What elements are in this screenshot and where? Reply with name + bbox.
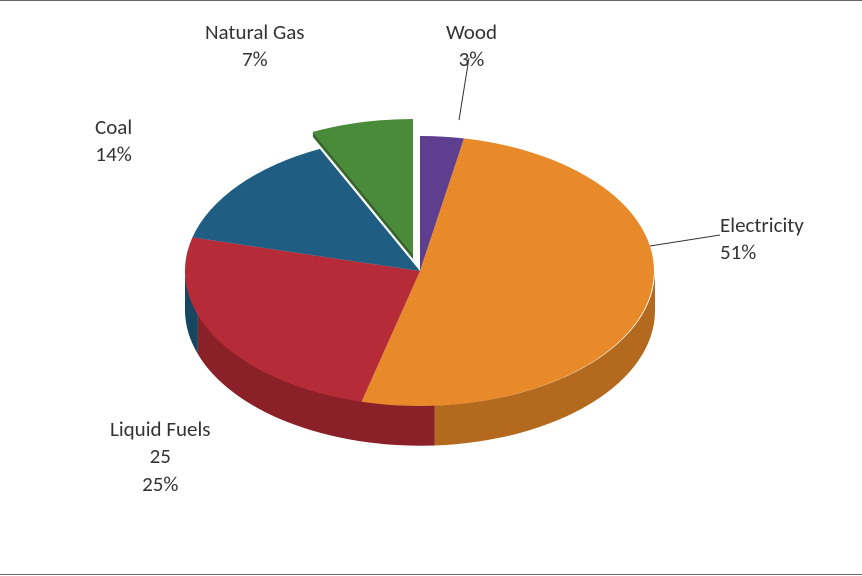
label-liquid-fuels-extra: 25 bbox=[110, 443, 210, 470]
pie-chart-container: Electricity 51% Liquid Fuels 25 25% Coal… bbox=[0, 1, 862, 574]
label-liquid-fuels-pct: 25% bbox=[110, 471, 210, 498]
label-liquid-fuels: Liquid Fuels 25 25% bbox=[110, 416, 210, 498]
label-wood-name: Wood bbox=[446, 19, 497, 46]
label-natural-gas-name: Natural Gas bbox=[205, 19, 305, 46]
label-electricity: Electricity 51% bbox=[720, 212, 804, 267]
label-coal-pct: 14% bbox=[95, 141, 132, 168]
label-electricity-pct: 51% bbox=[720, 239, 804, 266]
leader-electricity bbox=[650, 235, 720, 246]
label-electricity-name: Electricity bbox=[720, 212, 804, 239]
label-natural-gas-pct: 7% bbox=[205, 46, 305, 73]
label-wood: Wood 3% bbox=[446, 19, 497, 74]
label-coal-name: Coal bbox=[95, 114, 132, 141]
label-liquid-fuels-name: Liquid Fuels bbox=[110, 416, 210, 443]
label-wood-pct: 3% bbox=[446, 46, 497, 73]
label-coal: Coal 14% bbox=[95, 114, 132, 169]
label-natural-gas: Natural Gas 7% bbox=[205, 19, 305, 74]
